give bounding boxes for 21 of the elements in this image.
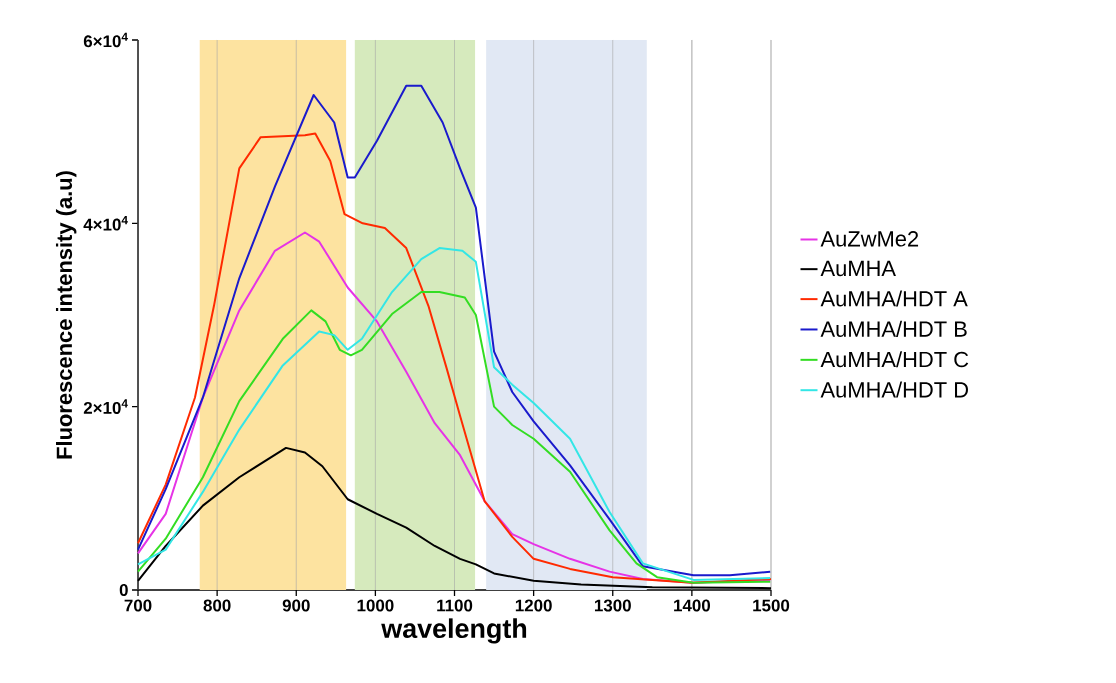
y-tick-label: 4×10$^{4}$	[83, 216, 128, 231]
legend-label: AuMHA	[820, 260, 896, 277]
x-tick-label: 1500	[753, 599, 790, 612]
legend-label: AuMHA/HDT C	[820, 351, 969, 368]
y-tick-label: 6×10$^{4}$	[83, 32, 128, 48]
y-tick-label: 0	[119, 583, 128, 596]
legend-label: AuMHA/HDT D	[820, 381, 968, 398]
x-tick-label: 1200	[515, 599, 552, 612]
y-tick-label: 2×10$^{4}$	[83, 399, 128, 414]
x-tick-label: 800	[203, 599, 231, 612]
legend-label: AuZwMe2	[820, 231, 919, 247]
x-axis-title: wavelength	[381, 618, 527, 644]
x-tick-label: 1100	[437, 599, 473, 612]
x-tick-label: 1000	[357, 599, 394, 612]
x-tick-label: 700	[124, 599, 152, 612]
legend-label: AuMHA/HDT A	[820, 290, 968, 307]
x-tick-label: 1300	[594, 599, 631, 612]
legend-label: AuMHA/HDT B	[820, 320, 967, 337]
x-tick-label: 900	[282, 599, 310, 612]
y-axis-title: Fluorescence intensity (a.u)	[55, 171, 77, 459]
x-tick-label: 1400	[674, 599, 711, 612]
